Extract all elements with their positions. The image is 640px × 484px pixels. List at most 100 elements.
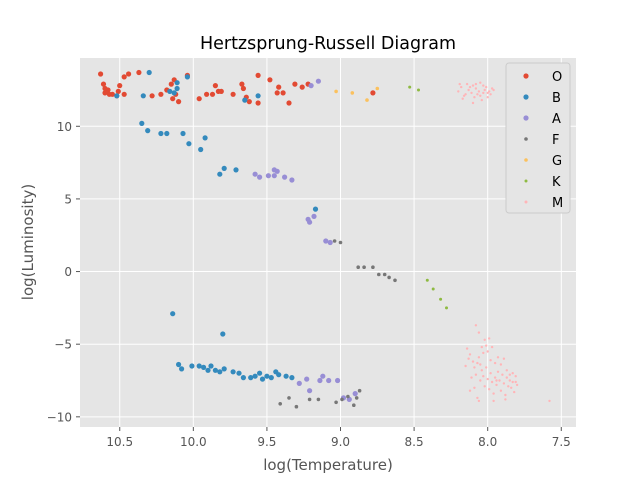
legend-marker [524, 179, 528, 183]
data-point [158, 130, 164, 137]
data-point [485, 366, 488, 369]
series-F [278, 239, 397, 409]
data-point [479, 379, 482, 382]
data-point [352, 391, 358, 397]
data-point [352, 403, 356, 408]
data-point [338, 240, 343, 245]
data-point [323, 238, 329, 244]
data-point [505, 369, 508, 372]
data-point [265, 173, 271, 179]
legend-label: O [552, 70, 562, 85]
data-point [212, 367, 218, 373]
data-point [115, 88, 121, 94]
data-point [458, 82, 461, 86]
data-point [382, 272, 387, 277]
data-point [248, 375, 254, 381]
data-point [268, 375, 274, 381]
data-point [499, 389, 503, 392]
data-point [257, 174, 263, 180]
data-point [370, 90, 376, 96]
data-point [468, 353, 472, 356]
data-point [259, 376, 266, 382]
data-point [221, 366, 227, 372]
data-point [209, 91, 216, 97]
data-point [289, 177, 295, 183]
data-point [498, 379, 501, 382]
data-point [274, 90, 280, 96]
data-point [139, 120, 145, 126]
data-point [242, 97, 248, 103]
x-tick-label: 7.5 [552, 435, 571, 449]
data-point [326, 377, 332, 384]
data-point [158, 91, 164, 97]
data-point [465, 82, 469, 86]
data-point [457, 90, 460, 93]
data-point [483, 88, 486, 92]
data-point [174, 85, 180, 92]
data-point [274, 168, 280, 174]
legend-label: F [552, 133, 559, 148]
x-tick-label: 9.5 [257, 435, 276, 449]
data-point [482, 91, 485, 95]
data-point [136, 69, 142, 76]
data-point [171, 90, 177, 96]
data-point [184, 74, 190, 80]
data-point [510, 386, 513, 389]
data-point [431, 287, 435, 291]
data-point [477, 90, 481, 93]
data-point [462, 94, 466, 98]
data-point [496, 356, 500, 359]
data-points [98, 69, 551, 409]
data-point [114, 93, 120, 99]
data-point [311, 213, 317, 219]
data-point [201, 364, 207, 370]
data-point [476, 361, 479, 365]
data-point [514, 375, 517, 378]
data-point [308, 83, 314, 89]
data-point [117, 83, 123, 89]
data-point [174, 80, 180, 86]
data-point [482, 84, 485, 87]
data-point [239, 81, 245, 87]
data-point [170, 96, 176, 102]
data-point [312, 206, 319, 212]
data-point [465, 347, 469, 350]
data-point [218, 88, 224, 94]
data-point [515, 383, 519, 387]
data-point [307, 219, 313, 225]
data-point [417, 88, 420, 92]
data-point [548, 399, 551, 403]
legend-label: K [552, 175, 561, 190]
data-point [483, 385, 486, 388]
data-point [476, 396, 479, 400]
data-point [168, 81, 174, 87]
data-point [493, 361, 497, 365]
y-tick-label: −10 [47, 410, 72, 424]
data-point [121, 74, 127, 80]
data-point [146, 69, 152, 76]
data-point [474, 82, 478, 86]
data-point [464, 93, 467, 96]
data-point [496, 370, 500, 373]
data-point [307, 388, 313, 394]
x-tick-label: 8.0 [478, 435, 497, 449]
series-M [457, 81, 551, 403]
data-point [479, 363, 482, 366]
data-point [287, 396, 291, 400]
data-point [252, 171, 258, 177]
data-point [267, 77, 273, 83]
data-point [286, 100, 292, 106]
data-point [486, 350, 489, 353]
data-point [255, 72, 261, 78]
data-point [499, 363, 503, 366]
data-point [505, 376, 508, 379]
data-point [106, 91, 112, 97]
data-point [217, 369, 223, 375]
data-point [121, 91, 127, 97]
data-point [280, 90, 286, 96]
x-tick-label: 9.0 [331, 435, 350, 449]
data-point [230, 369, 236, 375]
